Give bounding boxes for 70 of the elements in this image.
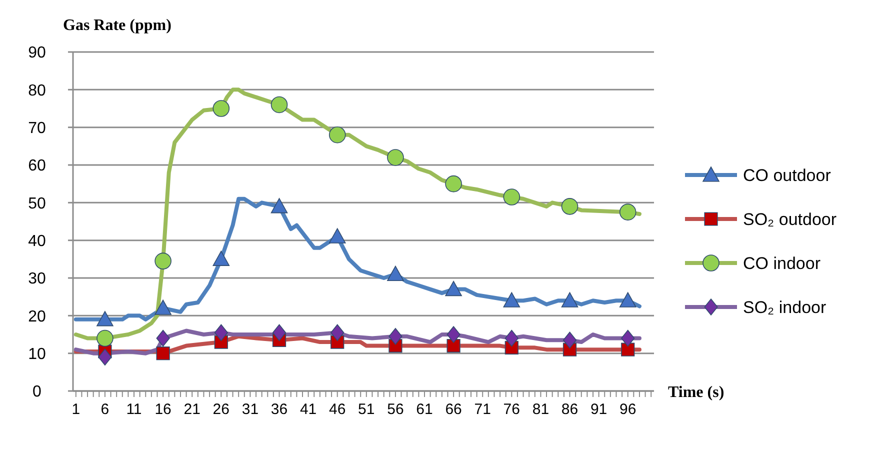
x-tick-label: 31 [242, 401, 259, 418]
point [619, 292, 636, 308]
legend-label: SO₂ indoor [743, 298, 826, 317]
x-tick-label: 96 [620, 401, 636, 418]
point [328, 126, 346, 144]
point [330, 324, 344, 342]
x-tick-label: 51 [358, 401, 375, 418]
legend-label: CO indoor [743, 254, 821, 273]
y-tick-label: 0 [32, 384, 42, 401]
point [387, 149, 404, 166]
y-tick-label: 30 [28, 270, 46, 288]
point [272, 324, 286, 342]
x-tick-label: 56 [387, 401, 404, 418]
y-tick-label: 80 [28, 82, 46, 100]
x-tick-label: 71 [474, 401, 491, 418]
x-tick-label: 76 [503, 401, 520, 418]
x-tick-label: 21 [184, 401, 200, 418]
point [156, 346, 170, 360]
point [561, 198, 578, 215]
point [212, 250, 230, 266]
point [621, 330, 635, 347]
x-tick-label: 36 [270, 401, 288, 418]
point [503, 292, 520, 308]
x-tick-label: 86 [561, 401, 578, 418]
legend-label: CO outdoor [743, 166, 832, 185]
point [270, 198, 288, 214]
y-tick-label: 70 [28, 120, 46, 137]
point [214, 324, 228, 342]
x-tick-label: 1 [72, 401, 80, 418]
x-tick-label: 66 [445, 401, 462, 418]
y-tick-label: 50 [28, 195, 46, 212]
point [562, 332, 577, 349]
point [445, 175, 462, 192]
point [212, 100, 230, 117]
x-tick-label: 81 [532, 401, 550, 418]
x-tick-label: 6 [100, 401, 110, 418]
x-tick-label: 91 [590, 401, 608, 418]
point [388, 328, 402, 345]
point [621, 342, 635, 356]
y-tick-label: 60 [28, 158, 46, 175]
point [154, 252, 172, 270]
point [445, 280, 462, 296]
y-tick-label: 10 [28, 346, 46, 363]
point [561, 292, 578, 308]
x-tick-label: 61 [416, 401, 433, 418]
x-tick-label: 16 [154, 401, 172, 418]
y-tick-label: 90 [28, 44, 46, 62]
point [503, 188, 520, 206]
point [504, 330, 518, 347]
x-tick-label: 26 [212, 401, 230, 418]
point [96, 330, 114, 347]
point [154, 300, 172, 315]
y-tick-label: 20 [28, 308, 46, 326]
point [619, 204, 636, 220]
point [270, 96, 288, 114]
y-axis-title: Gas Rate (ppm) [63, 17, 172, 34]
point [387, 266, 404, 282]
point [96, 311, 114, 326]
point [156, 330, 170, 347]
line-series [74, 196, 642, 322]
legend-label: SO₂ outdoor [743, 210, 837, 229]
point [328, 228, 346, 244]
x-tick-label: 46 [329, 401, 346, 418]
x-axis-title: Time (s) [668, 384, 724, 401]
point [446, 326, 460, 343]
x-tick-label: 11 [126, 401, 142, 418]
x-tick-label: 41 [300, 401, 317, 418]
y-tick-label: 40 [28, 232, 46, 250]
point [446, 339, 460, 353]
point [98, 348, 112, 366]
